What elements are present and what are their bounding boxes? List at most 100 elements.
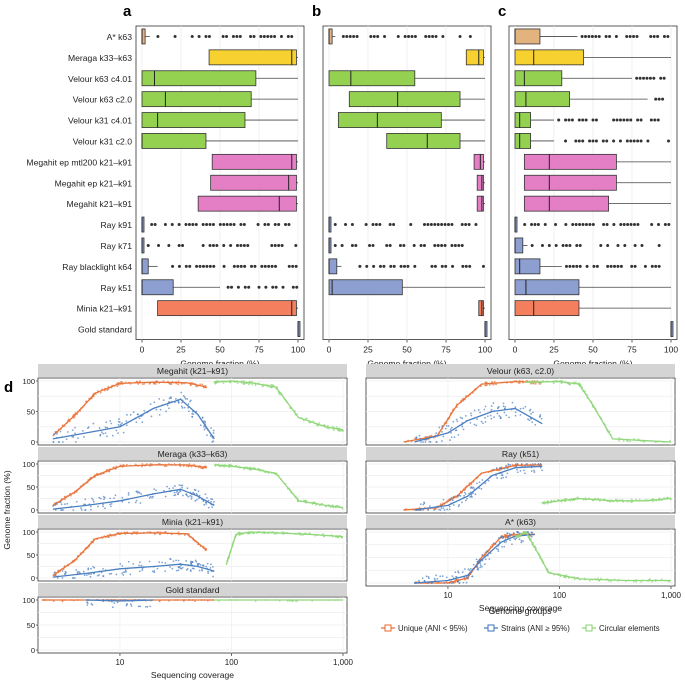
outlier <box>392 223 396 227</box>
box <box>514 91 570 108</box>
data-point <box>424 441 427 443</box>
subplot-title: Gold standard <box>166 585 220 595</box>
outlier <box>419 243 423 247</box>
outlier <box>412 243 416 247</box>
outlier <box>274 264 278 268</box>
data-point <box>210 427 212 429</box>
data-point <box>666 496 669 499</box>
outlier <box>264 285 268 289</box>
data-point <box>141 383 144 386</box>
data-point <box>84 498 87 501</box>
data-point <box>454 429 457 432</box>
boxplot-panel-a: 0 25 50 75 100 Genome fraction (%) <box>135 25 305 369</box>
data-point <box>328 427 330 430</box>
data-point <box>187 465 190 468</box>
data-point <box>155 383 157 385</box>
outlier <box>629 139 633 143</box>
data-point <box>462 581 465 584</box>
data-point <box>469 487 472 489</box>
data-point <box>52 441 55 443</box>
data-point <box>146 605 149 608</box>
data-point <box>204 493 207 496</box>
data-point <box>419 437 422 440</box>
outlier <box>277 243 281 247</box>
box <box>514 70 563 87</box>
outlier <box>270 243 274 247</box>
data-point <box>177 491 180 494</box>
outlier <box>333 223 337 227</box>
data-point <box>125 604 128 607</box>
outlier <box>273 223 277 227</box>
data-point <box>439 509 442 511</box>
data-point <box>552 382 555 385</box>
data-point <box>137 605 140 608</box>
outlier <box>274 285 278 289</box>
outlier <box>253 264 257 268</box>
y-tick-label: 0 <box>31 646 35 655</box>
data-point <box>538 416 541 418</box>
data-point <box>162 380 165 382</box>
data-point <box>144 605 147 608</box>
outlier <box>365 264 369 268</box>
outlier <box>636 223 640 227</box>
data-point <box>506 472 509 475</box>
outlier <box>622 223 626 227</box>
data-point <box>113 602 116 605</box>
data-point <box>296 600 298 603</box>
data-point <box>492 468 495 471</box>
data-point <box>442 507 445 510</box>
data-point <box>106 468 109 471</box>
outlier <box>656 34 660 38</box>
data-point <box>448 582 451 584</box>
data-point <box>508 532 511 535</box>
data-point <box>498 415 501 417</box>
data-point <box>190 496 193 498</box>
data-point <box>177 380 180 383</box>
outlier <box>604 34 608 38</box>
outlier <box>588 223 592 227</box>
outlier <box>262 34 266 38</box>
box <box>157 300 297 317</box>
data-point <box>537 463 540 465</box>
outlier <box>643 264 647 268</box>
outlier <box>657 223 661 227</box>
data-point <box>652 500 654 503</box>
outlier <box>294 264 298 268</box>
data-point <box>149 605 152 608</box>
data-point <box>143 382 146 385</box>
data-point <box>502 537 504 540</box>
outlier <box>242 223 246 227</box>
outlier <box>430 264 434 268</box>
row-label: Velour k63 c4.01 <box>68 74 132 84</box>
data-point <box>207 506 210 509</box>
outlier <box>461 264 465 268</box>
data-point <box>622 440 625 442</box>
outlier <box>554 223 558 227</box>
x-axis-label: Sequencing coverage <box>479 603 562 613</box>
data-point <box>476 566 479 569</box>
data-point <box>484 405 487 408</box>
data-point <box>342 430 344 432</box>
subplot-header <box>38 447 347 460</box>
data-point <box>201 383 204 386</box>
data-point <box>441 440 443 442</box>
outlier <box>426 223 430 227</box>
coverage-subplot: Meraga (k33–k63) 0 50 100 <box>22 447 348 515</box>
data-point <box>515 534 517 537</box>
data-point <box>315 504 317 506</box>
outlier <box>383 34 387 38</box>
outlier <box>547 243 551 247</box>
data-point <box>500 468 503 471</box>
data-point <box>573 578 576 581</box>
data-point <box>122 431 125 434</box>
data-point <box>183 406 186 409</box>
data-point <box>177 383 179 386</box>
data-point <box>501 545 503 548</box>
outlier <box>358 264 362 268</box>
data-point <box>203 428 206 431</box>
data-point <box>439 575 442 578</box>
outlier <box>568 243 572 247</box>
outlier <box>406 264 410 268</box>
data-point <box>104 432 107 435</box>
outlier <box>236 264 240 268</box>
